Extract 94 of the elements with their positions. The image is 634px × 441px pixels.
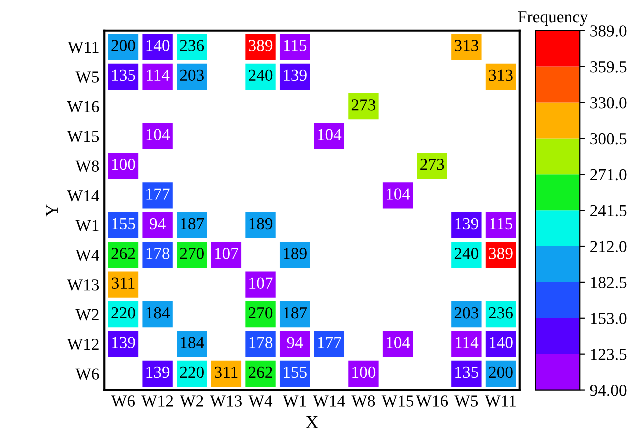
data-label: 220 — [180, 366, 204, 378]
data-label: 200 — [112, 40, 136, 52]
data-label: 140 — [490, 337, 513, 348]
y-tick-label: W16 — [67, 101, 100, 113]
x-tick-label: W14 — [313, 396, 346, 407]
color-bar-title: Frequency — [518, 12, 588, 26]
data-label: 140 — [146, 40, 170, 52]
x-tick-label: W1 — [283, 396, 306, 407]
data-label: 139 — [146, 366, 170, 378]
data-label: 273 — [352, 100, 376, 111]
x-tick-label: W11 — [485, 396, 516, 407]
data-label: 104 — [387, 337, 410, 348]
data-label: 139 — [112, 337, 136, 348]
x-tick-label: W6 — [111, 396, 136, 407]
data-label: 189 — [250, 218, 273, 230]
color-bar-label: 389.0 — [590, 26, 627, 37]
y-tick-label: W8 — [76, 160, 100, 172]
data-label: 100 — [112, 158, 136, 170]
data-label: 177 — [318, 337, 342, 348]
data-label: 311 — [112, 278, 135, 290]
x-tick-label: W12 — [142, 396, 174, 407]
y-tick-label: W12 — [67, 338, 99, 350]
data-label: 189 — [284, 248, 307, 260]
data-label: 240 — [454, 248, 479, 260]
color-bar-label: 94.00 — [590, 384, 627, 396]
data-label: 104 — [387, 188, 410, 200]
y-tick-label: W15 — [67, 131, 100, 142]
x-tick-label: W5 — [454, 396, 478, 407]
data-label: 313 — [454, 40, 479, 52]
data-label: 107 — [250, 278, 273, 290]
data-label: 177 — [146, 188, 170, 200]
data-label: 187 — [181, 218, 204, 230]
y-tick-label: W5 — [76, 72, 100, 83]
data-label: 178 — [146, 248, 170, 260]
y-tick-label: W4 — [76, 250, 100, 262]
data-label: 139 — [284, 70, 307, 82]
y-tick-label: W13 — [67, 280, 100, 291]
data-label: 115 — [490, 218, 513, 230]
data-label: 311 — [215, 366, 238, 378]
x-tick-label: W16 — [416, 396, 448, 407]
data-label: 187 — [284, 307, 308, 319]
data-label: 104 — [146, 129, 170, 140]
data-label: 200 — [489, 366, 513, 378]
data-label: 184 — [146, 307, 170, 319]
color-bar-label: 182.5 — [591, 277, 627, 288]
data-label: 313 — [489, 70, 513, 82]
x-tick-label: W15 — [382, 396, 414, 407]
data-label: 236 — [489, 308, 514, 319]
data-label: 203 — [454, 307, 479, 319]
color-bar-label: 271.0 — [590, 169, 627, 181]
x-axis-title: X — [306, 416, 318, 428]
y-tick-label: W11 — [68, 42, 99, 54]
color-bar-label: 330.0 — [590, 97, 627, 109]
data-label: 94 — [287, 337, 304, 348]
color-bar-label: 212.0 — [590, 241, 627, 253]
y-tick-label: W1 — [76, 220, 99, 232]
color-bar-label: 241.5 — [590, 205, 627, 217]
data-label: 240 — [248, 70, 273, 82]
x-tick-label: W2 — [180, 396, 204, 407]
y-axis-title: Y — [46, 204, 58, 217]
data-label: 139 — [456, 218, 478, 230]
data-label: 262 — [248, 366, 272, 378]
color-bar-label: 123.5 — [591, 349, 627, 360]
color-bar-label: 359.5 — [590, 62, 627, 73]
data-label: 107 — [215, 248, 238, 260]
data-label: 273 — [420, 158, 444, 170]
data-label: 135 — [456, 366, 479, 378]
data-label: 94 — [150, 218, 166, 230]
y-tick-label: W2 — [76, 309, 99, 321]
data-label: 155 — [284, 366, 307, 378]
data-label: 270 — [180, 248, 204, 260]
data-label: 114 — [456, 337, 479, 348]
data-label: 114 — [147, 70, 170, 81]
data-label: 135 — [112, 70, 136, 82]
x-tick-label: W8 — [352, 396, 376, 407]
data-label: 262 — [112, 248, 136, 260]
data-label: 104 — [318, 129, 342, 140]
y-tick-label: W6 — [76, 368, 100, 380]
data-label: 178 — [250, 337, 273, 348]
data-label: 203 — [180, 70, 204, 82]
data-label: 236 — [180, 40, 204, 52]
data-label: 220 — [112, 307, 136, 319]
data-label: 184 — [181, 337, 204, 348]
x-tick-label: W4 — [248, 396, 273, 407]
color-bar-label: 300.5 — [590, 133, 627, 145]
data-label: 100 — [352, 366, 376, 378]
data-label: 270 — [248, 307, 273, 319]
y-tick-label: W14 — [67, 190, 100, 202]
x-tick-label: W13 — [210, 396, 242, 407]
color-bar-label: 153.0 — [591, 313, 627, 324]
data-label: 389 — [489, 248, 513, 260]
data-label: 115 — [284, 40, 307, 52]
data-label: 155 — [112, 218, 136, 230]
data-label: 389 — [249, 40, 273, 52]
